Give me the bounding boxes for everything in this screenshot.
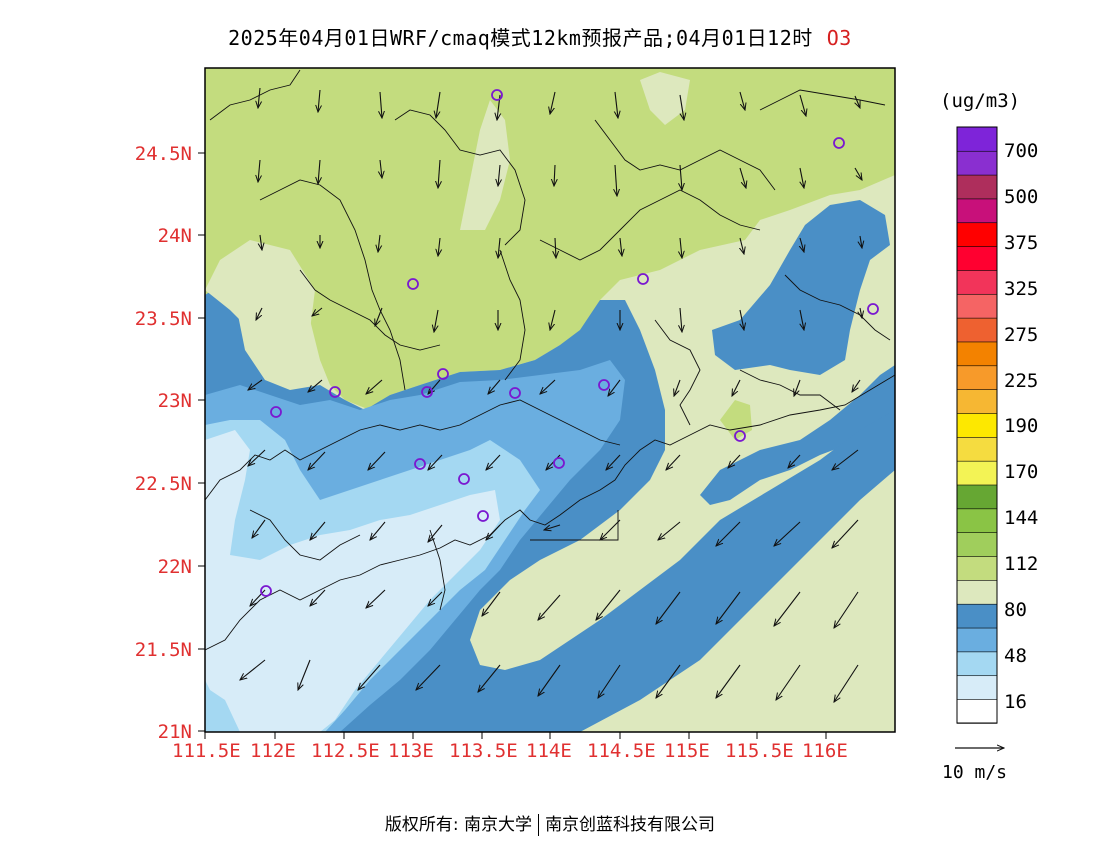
colorbar-segment (956, 412, 998, 438)
colorbar-segment (956, 198, 998, 224)
y-axis-label: 24.5N (134, 143, 192, 165)
colorbar-segment (956, 555, 998, 581)
colorbar-segment (956, 579, 998, 605)
colorbar-label: 190 (1004, 415, 1039, 437)
colorbar-label: 16 (1004, 691, 1027, 713)
colorbar-segment (956, 245, 998, 271)
x-axis-label: 115.5E (725, 740, 794, 762)
colorbar-label: 112 (1004, 553, 1039, 575)
colorbar-label: 325 (1004, 278, 1039, 300)
ozone-field-96-pocket (720, 400, 752, 440)
ozone-field-64-east (712, 200, 890, 375)
wind-vectors (240, 87, 862, 702)
colorbar-segment (956, 317, 998, 343)
colorbar-frame (956, 126, 998, 724)
species-label: O3 (826, 26, 852, 50)
colorbar-label: 170 (1004, 461, 1039, 483)
x-axis-label: 116E (802, 740, 848, 762)
x-axis-label: 114E (526, 740, 572, 762)
ozone-field-64-coast-east (700, 365, 895, 505)
copyright-left: 版权所有: 南京大学 (384, 815, 533, 835)
colorbar-unit: (ug/m3) (940, 90, 1021, 112)
map-title: 2025年04月01日WRF/cmaq模式12km预报产品;04月01日12时 O… (0, 22, 1080, 51)
colorbar-label: 48 (1004, 645, 1027, 667)
colorbar-segment (956, 460, 998, 486)
x-axis-label: 113.5E (449, 740, 518, 762)
colorbar-segment (956, 365, 998, 390)
colorbar (956, 126, 998, 724)
colorbar-segment (956, 126, 998, 152)
colorbar-segment (956, 603, 998, 629)
x-axis-label: 112E (250, 740, 296, 762)
colorbar-segment (956, 651, 998, 677)
x-axis-label: 111.5E (172, 740, 241, 762)
colorbar-label: 225 (1004, 370, 1039, 392)
x-axis-label: 115E (664, 740, 710, 762)
colorbar-segment (956, 484, 998, 510)
x-axis-label: 114.5E (587, 740, 656, 762)
colorbar-segment (956, 150, 998, 176)
y-axis-label: 22.5N (134, 473, 192, 495)
y-axis-label: 22N (157, 556, 192, 578)
colorbar-segment (956, 388, 998, 414)
colorbar-segment (956, 293, 998, 319)
colorbar-label: 275 (1004, 324, 1039, 346)
colorbar-label: 375 (1004, 232, 1039, 254)
ozone-field-80-north-patch-2 (640, 72, 690, 125)
y-axis-label: 21N (157, 721, 192, 743)
station-markers (260, 89, 879, 597)
copyright-divider (538, 814, 540, 836)
boundaries (205, 69, 895, 651)
colorbar-segment (956, 698, 998, 724)
colorbar-label: 144 (1004, 507, 1039, 529)
ozone-field-80-west-patch (205, 240, 315, 345)
axis-ticks (198, 152, 827, 739)
colorbar-segment (956, 222, 998, 247)
y-axis-label: 23.5N (134, 308, 192, 330)
colorbar-segment (956, 675, 998, 700)
copyright-right: 南京创蓝科技有限公司 (545, 815, 716, 835)
colorbar-segment (956, 269, 998, 295)
colorbar-label: 500 (1004, 186, 1039, 208)
colorbar-label: 80 (1004, 599, 1027, 621)
y-axis-label: 23N (157, 390, 192, 412)
y-axis-label: 24N (157, 225, 192, 247)
colorbar-segment (956, 627, 998, 653)
copyright: 版权所有: 南京大学 南京创蓝科技有限公司 (0, 810, 1100, 836)
ozone-field-16 (205, 430, 500, 732)
colorbar-segment (956, 174, 998, 200)
colorbar-label: 700 (1004, 140, 1039, 162)
x-axis-label: 113E (388, 740, 434, 762)
x-axis-label: 112.5E (311, 740, 380, 762)
colorbar-segment (956, 436, 998, 462)
wind-reference-label: 10 m/s (942, 762, 1008, 783)
colorbar-segment (956, 508, 998, 533)
colorbar-segment (956, 341, 998, 367)
colorbar-segment (956, 531, 998, 557)
title-text: 2025年04月01日WRF/cmaq模式12km预报产品;04月01日12时 (228, 26, 813, 50)
y-axis-label: 21.5N (134, 639, 192, 661)
ozone-field-80-north-patch (460, 100, 510, 230)
